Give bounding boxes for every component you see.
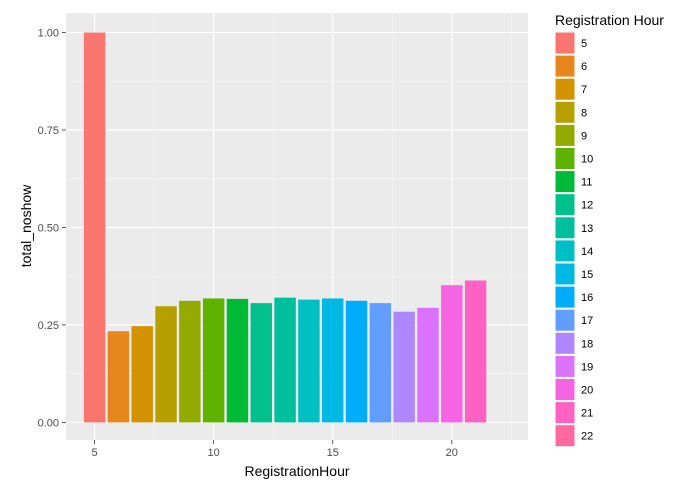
x-axis-title: RegistrationHour <box>244 463 349 479</box>
legend-label-22: 22 <box>581 431 593 443</box>
y-axis: 0.00 0.25 0.50 0.75 1.00 <box>38 27 66 429</box>
legend-label-10: 10 <box>581 154 593 166</box>
legend-label-17: 17 <box>581 315 593 327</box>
bar-hour-11 <box>226 298 249 423</box>
legend-label-14: 14 <box>581 246 593 258</box>
bar-hour-13 <box>274 297 296 423</box>
x-tick-label: 5 <box>92 447 98 459</box>
legend-key-21 <box>554 401 576 425</box>
bar-hour-5 <box>83 32 106 423</box>
legend-label-8: 8 <box>581 107 587 119</box>
legend-label-6: 6 <box>581 61 587 73</box>
legend-key-19 <box>554 354 576 378</box>
legend: Registration Hour 5 6 7 8 9 10 11 12 13 14 15 16 17 1… <box>554 12 664 448</box>
y-tick-label: 0.75 <box>38 125 59 137</box>
legend-key-10 <box>554 147 576 170</box>
legend-label-18: 18 <box>581 338 593 350</box>
legend-key-20 <box>554 378 576 401</box>
bar-hour-10 <box>202 298 225 423</box>
y-tick-label: 0.00 <box>38 417 59 429</box>
legend-key-7 <box>554 77 576 101</box>
bar-hour-8 <box>155 306 177 423</box>
bar-hour-21 <box>464 280 487 423</box>
legend-label-20: 20 <box>581 385 593 397</box>
legend-key-9 <box>554 123 576 147</box>
y-axis-title: total_noshow <box>18 184 34 267</box>
legend-key-15 <box>554 262 576 286</box>
bar-hour-12 <box>250 303 272 423</box>
legend-key-8 <box>554 100 576 124</box>
legend-key-6 <box>554 54 576 78</box>
legend-key-16 <box>554 285 576 309</box>
legend-key-11 <box>554 170 576 194</box>
bar-hour-17 <box>369 303 392 423</box>
legend-label-15: 15 <box>581 269 593 281</box>
legend-label-16: 16 <box>581 292 593 304</box>
legend-label-11: 11 <box>581 177 592 189</box>
legend-label-7: 7 <box>581 84 587 96</box>
x-tick-label: 20 <box>446 447 458 459</box>
x-tick-label: 15 <box>327 447 339 459</box>
bar-hour-19 <box>417 307 439 423</box>
y-tick-label: 0.50 <box>38 222 59 234</box>
x-axis: 5 10 15 20 <box>92 440 458 459</box>
bar-hour-15 <box>322 298 344 423</box>
legend-label-5: 5 <box>581 38 587 50</box>
bar-hour-9 <box>179 300 201 423</box>
legend-key-12 <box>554 193 576 217</box>
bar-hour-20 <box>441 285 463 423</box>
legend-key-14 <box>554 239 576 263</box>
bar-hour-16 <box>345 300 368 423</box>
bar-hour-18 <box>393 311 415 423</box>
bar-hour-6 <box>107 331 130 423</box>
legend-label-21: 21 <box>581 408 593 420</box>
legend-label-12: 12 <box>581 200 593 212</box>
y-tick-label: 0.25 <box>38 320 59 332</box>
bars <box>83 32 487 423</box>
legend-label-13: 13 <box>581 223 593 235</box>
legend-title: Registration Hour <box>555 12 664 28</box>
legend-key-17 <box>554 308 576 332</box>
legend-label-19: 19 <box>581 361 593 373</box>
legend-key-5 <box>554 31 576 55</box>
legend-key-22 <box>554 424 576 448</box>
x-tick-label: 10 <box>208 447 220 459</box>
legend-key-13 <box>554 216 576 240</box>
legend-label-9: 9 <box>581 130 587 142</box>
bar-hour-14 <box>298 299 320 423</box>
bar-hour-7 <box>131 326 153 423</box>
legend-key-18 <box>554 331 576 355</box>
y-tick-label: 1.00 <box>38 27 59 39</box>
